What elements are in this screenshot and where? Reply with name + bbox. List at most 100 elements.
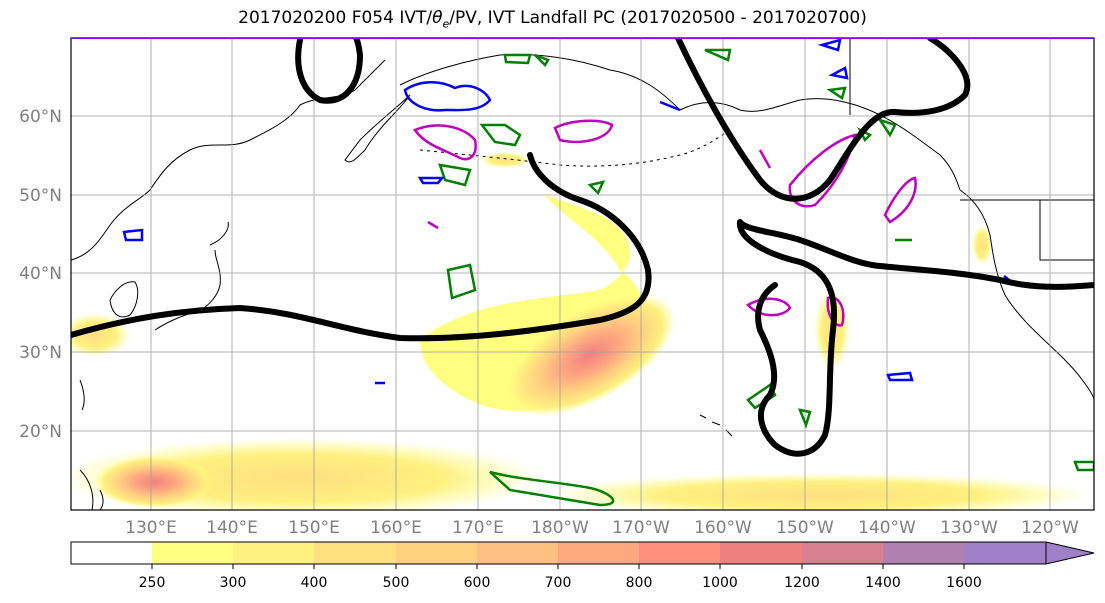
pv-contour-high bbox=[826, 296, 845, 327]
coast-bering bbox=[399, 53, 681, 111]
pv-contour-high bbox=[427, 220, 439, 230]
theta-e-contour bbox=[876, 117, 897, 138]
coast-japan bbox=[154, 221, 229, 331]
pv-low-contours bbox=[122, 38, 1015, 385]
lon-label: 170°E bbox=[452, 518, 504, 538]
title-theta-sub: e bbox=[442, 17, 450, 31]
coast-kamchatka bbox=[344, 94, 411, 163]
colorbar-tick-label: 1200 bbox=[784, 575, 820, 591]
theta-e-contour bbox=[826, 86, 847, 100]
colorbar-tick-label: 300 bbox=[220, 575, 247, 591]
jet-contour-northwest bbox=[295, 38, 363, 104]
colorbar-extend-arrow bbox=[1045, 541, 1095, 565]
lon-label: 140°W bbox=[858, 518, 916, 538]
pv-contour-high bbox=[758, 149, 772, 169]
coast-alaska bbox=[679, 98, 961, 191]
colorbar-segment bbox=[558, 542, 639, 564]
colorbar-tick-label: 800 bbox=[626, 575, 653, 591]
jet-contour-east bbox=[737, 219, 1094, 457]
lat-label: 40°N bbox=[19, 264, 62, 284]
theta-e-contour bbox=[587, 180, 606, 196]
pv-contour-high bbox=[883, 176, 917, 224]
title-theta: θ bbox=[432, 8, 443, 28]
ivt-core-south bbox=[95, 456, 215, 508]
lon-label: 130°E bbox=[125, 518, 177, 538]
coast-philippines bbox=[79, 469, 104, 510]
coast-aleutians bbox=[419, 129, 731, 167]
colorbar-tick-label: 250 bbox=[139, 575, 166, 591]
colorbar-segment bbox=[152, 542, 233, 564]
theta-e-contour bbox=[746, 383, 777, 410]
colorbar-segments bbox=[71, 542, 1046, 564]
theta-e-contour bbox=[489, 470, 615, 507]
colorbar-segment bbox=[477, 542, 558, 564]
title-suffix: /PV, IVT Landfall PC (2017020500 - 20170… bbox=[449, 8, 867, 28]
colorbar-tick-labels: 250 300 400 500 600 700 800 1000 1200 14… bbox=[139, 575, 982, 591]
colorbar-segment bbox=[71, 542, 152, 564]
colorbar-segment bbox=[639, 542, 720, 564]
theta-e-contour bbox=[534, 53, 550, 68]
lon-label: 130°W bbox=[940, 518, 998, 538]
pv-contour bbox=[659, 100, 681, 112]
colorbar-segment bbox=[720, 542, 802, 564]
coast-taiwan bbox=[79, 379, 85, 411]
ivt-core-central bbox=[504, 293, 676, 417]
theta-e-contour bbox=[503, 53, 532, 65]
lat-labels: 60°N 50°N 40°N 30°N 20°N bbox=[19, 107, 62, 442]
colorbar: 250 300 400 500 600 700 800 1000 1200 14… bbox=[70, 541, 1095, 591]
pv-contour bbox=[122, 228, 144, 242]
lat-label: 50°N bbox=[19, 186, 62, 206]
lat-label: 20°N bbox=[19, 422, 62, 442]
colorbar-segment bbox=[964, 542, 1046, 564]
jet-contours bbox=[71, 38, 1094, 457]
lon-label: 120°W bbox=[1021, 518, 1079, 538]
lon-label: 160°W bbox=[694, 518, 752, 538]
theta-e-contour bbox=[797, 408, 812, 429]
theta-e-contour bbox=[1073, 460, 1094, 472]
pv-contour bbox=[828, 66, 849, 80]
colorbar-tick-label: 1600 bbox=[946, 575, 982, 591]
pv-contour bbox=[886, 371, 914, 382]
theta-e-contours bbox=[438, 48, 1094, 507]
lat-label: 30°N bbox=[19, 343, 62, 363]
colorbar-segment bbox=[883, 542, 964, 564]
ivt-patch-coast bbox=[972, 225, 992, 265]
lon-label: 140°E bbox=[206, 518, 258, 538]
theta-e-contour bbox=[479, 123, 522, 147]
jet-contour-main bbox=[71, 152, 652, 342]
theta-e-contour bbox=[446, 263, 477, 300]
pv-contour-high bbox=[553, 119, 614, 144]
ivt-shading bbox=[71, 152, 1090, 510]
jet-contour-trough bbox=[675, 38, 971, 202]
lon-label: 160°E bbox=[370, 518, 422, 538]
colorbar-segment bbox=[314, 542, 396, 564]
colorbar-tick-label: 700 bbox=[545, 575, 572, 591]
colorbar-tick-marks bbox=[151, 564, 965, 569]
title-prefix: 2017020200 F054 IVT/ bbox=[238, 8, 433, 28]
ivt-band-southeast bbox=[550, 473, 1090, 510]
lon-label: 150°W bbox=[776, 518, 834, 538]
lon-label: 180°W bbox=[531, 518, 589, 538]
colorbar-tick-label: 600 bbox=[464, 575, 491, 591]
map-title: 2017020200 F054 IVT/θe/PV, IVT Landfall … bbox=[0, 8, 1105, 30]
coast-korea bbox=[109, 281, 139, 318]
colorbar-segment bbox=[233, 542, 314, 564]
lon-label: 150°E bbox=[288, 518, 340, 538]
colorbar-tick-label: 500 bbox=[383, 575, 410, 591]
pv-contour-high bbox=[413, 124, 477, 161]
colorbar-segment bbox=[802, 542, 883, 564]
colorbar-segment bbox=[396, 542, 477, 564]
theta-e-contour bbox=[704, 48, 732, 62]
pv-contour-high bbox=[788, 133, 857, 208]
lat-label: 60°N bbox=[19, 107, 62, 127]
pv-contour bbox=[817, 38, 842, 52]
colorbar-tick-label: 1400 bbox=[865, 575, 901, 591]
theta-e-contour bbox=[438, 163, 472, 187]
colorbar-tick-label: 1000 bbox=[702, 575, 738, 591]
pv-contour bbox=[417, 176, 445, 185]
lon-label: 170°W bbox=[612, 518, 670, 538]
border-canada-us bbox=[849, 38, 1094, 261]
ivt-patch-north bbox=[480, 152, 530, 168]
gridlines bbox=[71, 38, 1094, 510]
